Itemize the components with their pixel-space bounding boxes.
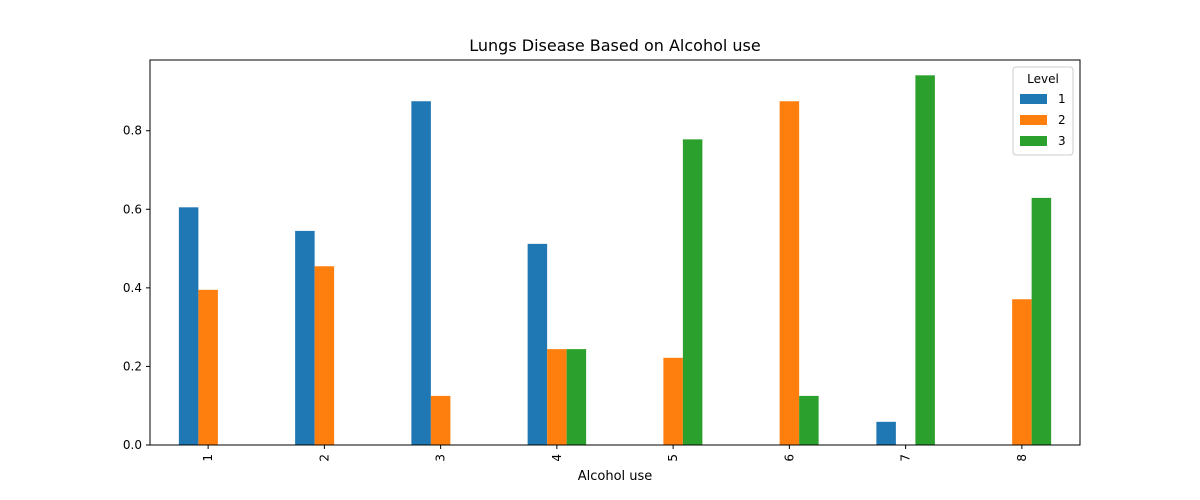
legend-swatch-level-1 [1020,94,1047,104]
bar-level-3-alcohol-6 [799,395,819,445]
x-tick-label: 1 [201,454,215,462]
x-axis-label: Alcohol use [578,469,653,484]
y-tick-label: 0.2 [123,359,142,373]
x-tick-label: 7 [899,454,913,462]
bar-level-3-alcohol-5 [682,139,703,446]
legend: Level 1 2 3 [1012,66,1074,156]
x-tick-label: 3 [434,454,448,462]
bar-level-3-alcohol-4 [566,349,587,445]
legend-label-level-3: 3 [1058,134,1066,148]
bar-level-1-alcohol-3 [411,101,431,445]
x-tick-label: 5 [666,454,680,462]
legend-box [1012,66,1074,156]
bar-level-2-alcohol-8 [1012,299,1032,445]
y-axis: 0.0 0.2 0.4 0.6 0.8 [123,124,150,452]
legend-label-level-1: 1 [1058,92,1066,106]
y-tick-label: 0.6 [123,202,142,216]
chart-title: Lungs Disease Based on Alcohol use [469,36,760,55]
y-tick-label: 0.4 [123,281,142,295]
bar-level-2-alcohol-2 [314,266,335,445]
legend-swatch-level-2 [1020,115,1047,125]
legend-swatch-level-3 [1020,136,1047,146]
bar-level-3-alcohol-8 [1031,197,1052,445]
x-tick-label: 8 [1015,454,1029,462]
x-axis: 1 2 3 4 5 6 7 8 [201,445,1029,462]
bar-level-2-alcohol-1 [198,289,218,445]
x-tick-label: 4 [550,454,564,462]
x-tick-label: 2 [317,454,331,462]
plot-area-frame [149,59,1081,446]
legend-title: Level [1027,72,1059,86]
bar-level-2-alcohol-5 [663,357,683,445]
bar-level-1-alcohol-1 [178,207,199,445]
y-tick-label: 0.8 [123,124,142,138]
bar-level-1-alcohol-2 [295,230,315,445]
bar-level-2-alcohol-6 [779,101,800,445]
bar-level-3-alcohol-7 [915,75,935,445]
x-tick-label: 6 [782,454,796,462]
bar-level-2-alcohol-4 [547,349,567,445]
bar-level-1-alcohol-7 [876,421,896,445]
bar-level-2-alcohol-3 [430,395,451,445]
bar-level-1-alcohol-4 [527,243,548,445]
legend-label-level-2: 2 [1058,113,1066,127]
bars-group [178,75,1052,446]
y-tick-label: 0.0 [123,438,142,452]
